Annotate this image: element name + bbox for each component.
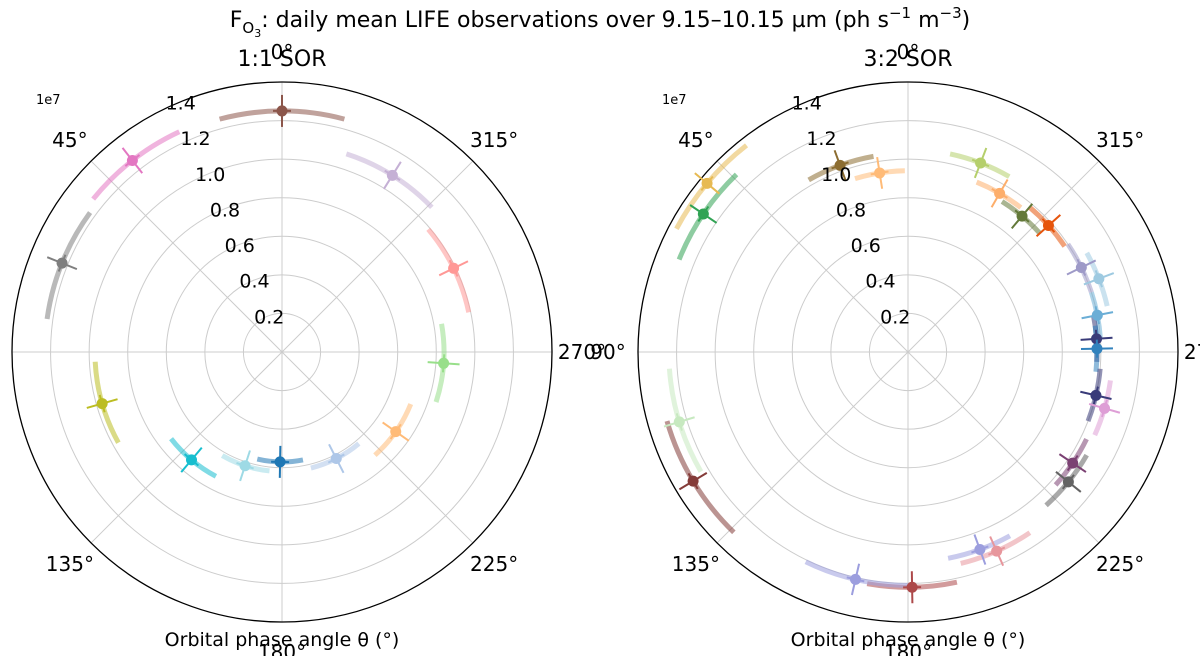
data-point <box>991 545 1003 557</box>
data-point <box>834 159 846 171</box>
radial-tick-label: 1.4 <box>792 93 822 115</box>
angular-tick-label: 135° <box>672 552 720 576</box>
angular-tick-label: 0° <box>897 40 920 64</box>
data-point <box>1091 333 1103 345</box>
angular-gridline <box>716 351 909 544</box>
angular-tick-label: 270° <box>558 340 606 364</box>
data-point <box>126 155 138 167</box>
data-point <box>1075 261 1087 273</box>
radial-tick-label: 0.6 <box>225 235 255 257</box>
radial-tick-label: 0.8 <box>210 199 240 221</box>
angular-gridline <box>90 160 283 353</box>
data-point <box>874 167 886 179</box>
angular-tick-label: 135° <box>46 552 94 576</box>
data-point <box>390 426 402 438</box>
radial-tick-label: 0.4 <box>239 271 269 293</box>
data-point <box>276 105 288 117</box>
radial-tick-label: 1.0 <box>821 164 851 186</box>
data-point <box>96 398 108 410</box>
data-point <box>1093 273 1105 285</box>
angular-tick-label: 225° <box>1096 552 1144 576</box>
x-axis-label: Orbital phase angle θ (°) <box>165 629 400 651</box>
angular-tick-label: 45° <box>678 128 713 152</box>
polar-panel-1-1-sor: 0.20.40.60.81.01.21.40°45°90°135°180°225… <box>11 40 606 656</box>
data-point <box>701 177 713 189</box>
angular-tick-label: 270° <box>1184 340 1200 364</box>
angular-gridline <box>907 351 1100 544</box>
data-point <box>330 453 342 465</box>
data-point <box>673 416 685 428</box>
angular-tick-label: 225° <box>470 552 518 576</box>
data-point <box>1091 309 1103 321</box>
subplot-title: 3:2 SOR <box>864 47 953 72</box>
radial-tick-label: 1.4 <box>166 93 196 115</box>
radial-tick-label: 0.8 <box>836 199 866 221</box>
angular-tick-label: 315° <box>470 128 518 152</box>
scale-label: 1e7 <box>36 93 61 108</box>
data-point <box>1042 220 1054 232</box>
data-point <box>56 257 68 269</box>
data-point <box>1016 210 1028 222</box>
angular-gridline <box>281 351 474 544</box>
data-point <box>994 187 1006 199</box>
radial-tick-label: 1.0 <box>195 164 225 186</box>
angular-gridline <box>716 160 909 353</box>
data-point <box>1067 457 1079 469</box>
data-point <box>239 460 251 472</box>
angular-tick-label: 180° <box>884 640 932 656</box>
data-point <box>974 544 986 556</box>
data-point <box>438 357 450 369</box>
data-point <box>448 262 460 274</box>
data-point <box>186 454 198 466</box>
angular-gridline <box>90 351 283 544</box>
polar-frame <box>637 81 1179 623</box>
data-point <box>274 456 286 468</box>
data-point <box>1090 389 1102 401</box>
data-point <box>697 208 709 220</box>
radial-tick-label: 0.2 <box>254 306 284 328</box>
angular-tick-label: 45° <box>52 128 87 152</box>
radial-tick-label: 0.4 <box>865 271 895 293</box>
radial-tick-label: 0.6 <box>851 235 881 257</box>
angular-tick-label: 315° <box>1096 128 1144 152</box>
angular-gridline <box>907 160 1100 353</box>
angular-gridline <box>281 160 474 353</box>
angular-tick-label: 180° <box>258 640 306 656</box>
data-point <box>975 157 987 169</box>
subplot-title: 1:1 SOR <box>238 47 327 72</box>
angular-tick-label: 90° <box>590 340 625 364</box>
radial-tick-label: 1.2 <box>180 128 210 150</box>
polar-panel-3-2-sor: 0.2 0.4 0.6 0.8 1.0 1.2 1.4 0° 45° 90° 135° 180° 225… <box>590 40 1200 656</box>
data-point <box>1091 343 1103 355</box>
radial-tick-label: 1.2 <box>806 128 836 150</box>
data-point <box>1062 476 1074 488</box>
figure-title: FO3: daily mean LIFE observations over 9… <box>230 4 970 40</box>
data-point <box>687 475 699 487</box>
x-axis-label: Orbital phase angle θ (°) <box>791 629 1026 651</box>
radial-tick-label: 0.2 <box>880 306 910 328</box>
data-point <box>850 573 862 585</box>
angular-tick-label: 0° <box>271 40 294 64</box>
polar-frame <box>11 81 553 623</box>
data-point <box>1099 402 1111 414</box>
data-point <box>386 169 398 181</box>
data-point <box>906 581 918 593</box>
scale-label: 1e7 <box>662 93 687 108</box>
